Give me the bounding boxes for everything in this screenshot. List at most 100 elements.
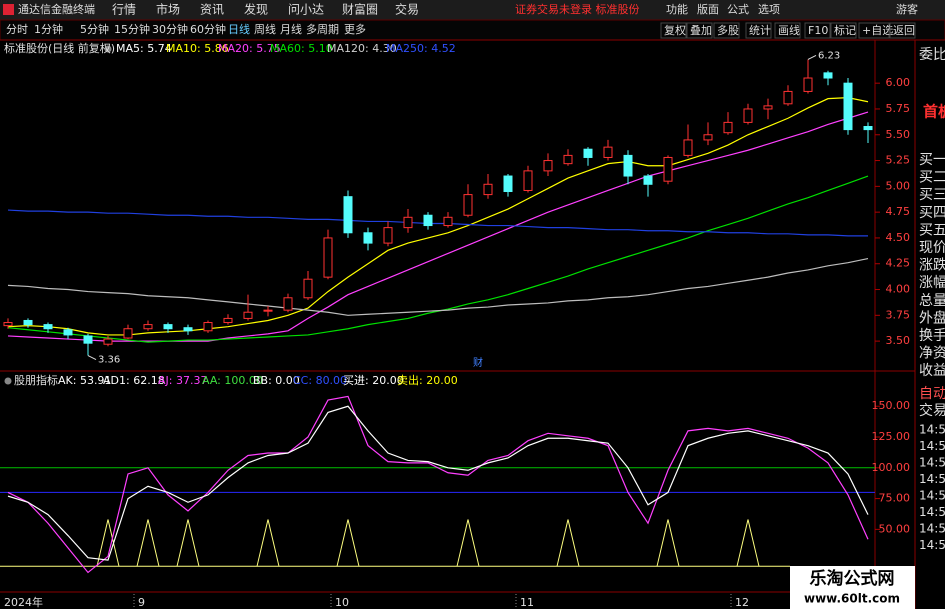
menu-item[interactable]: 资讯 (200, 3, 224, 17)
candle-body (643, 175, 653, 185)
toolbar-button[interactable]: 画线 (778, 23, 800, 37)
quote-label: 买三 (919, 187, 945, 203)
button-frame (830, 22, 857, 39)
chart-title: 股朋指标 (14, 373, 58, 387)
period-tab[interactable]: 多周期 (306, 22, 339, 36)
menu-item[interactable]: 选项 (758, 3, 780, 16)
legend-entry: 卖出: 20.00 (397, 373, 458, 387)
time-label: 14:56 (919, 505, 945, 519)
toolbar-button[interactable]: +自选 (862, 24, 893, 37)
ma-line (7, 209, 868, 237)
app-title: 通达信金融终端 (18, 2, 95, 16)
candle-body (203, 322, 213, 332)
period-tab[interactable]: 30分钟 (152, 22, 188, 36)
menu-item[interactable]: 市场 (156, 2, 180, 17)
candle-body (843, 82, 853, 131)
toolbar-button[interactable]: 多股 (717, 23, 739, 37)
time-label: 14:56 (919, 489, 945, 503)
candle-body (223, 317, 233, 324)
period-tab[interactable]: 60分钟 (190, 22, 226, 36)
menu-bar (0, 0, 945, 20)
candle-body (703, 134, 713, 141)
menu-item[interactable]: 发现 (244, 2, 268, 17)
candle-body (43, 324, 53, 330)
period-tab[interactable]: 15分钟 (114, 22, 150, 36)
candle-body (63, 329, 73, 336)
legend-entry: AA: 100.00 (202, 374, 263, 387)
buy-signal (136, 519, 160, 567)
trade-label: 自动 (919, 386, 945, 402)
quote-label: 换手 (919, 327, 945, 344)
period-tab[interactable]: 月线 (280, 22, 302, 36)
toolbar-button[interactable]: 标记 (834, 23, 856, 37)
buy-signal (176, 519, 200, 567)
buy-signal (96, 519, 120, 567)
legend-entry: MA250: 4.52 (386, 42, 456, 55)
menu-item[interactable]: 交易 (395, 2, 419, 17)
candle-body (123, 328, 133, 339)
y-tick-label: 6.00 (886, 76, 911, 89)
toolbar-button[interactable]: 统计 (749, 24, 771, 37)
period-tab[interactable]: 更多 (344, 22, 366, 36)
y-tick-label: 100.00 (872, 461, 911, 474)
candle-body (763, 105, 773, 110)
period-tab[interactable]: 周线 (254, 22, 276, 36)
menu-item[interactable]: 财富圈 (342, 2, 378, 17)
menu-item[interactable]: 问小达 (288, 3, 324, 17)
legend-entry: AJ: 37.37 (158, 374, 207, 387)
candle-body (103, 338, 113, 345)
y-tick-label: 4.50 (886, 231, 911, 244)
annotation-pointer (87, 355, 97, 361)
y-tick-label: 5.75 (886, 102, 911, 115)
annotation: 6.23 (818, 50, 840, 61)
toolbar-button[interactable]: 叠加 (690, 24, 712, 37)
period-tab[interactable]: 日线 (228, 22, 250, 36)
candle-body (783, 90, 793, 105)
menu-item[interactable]: 功能 (666, 2, 688, 16)
candle-body (243, 311, 253, 319)
period-tab[interactable]: 分时 (6, 23, 28, 36)
candle-body (683, 139, 693, 156)
candle-body (23, 319, 33, 326)
y-tick-label: 5.00 (886, 179, 911, 192)
y-tick-label: 50.00 (879, 522, 911, 535)
buy-signal (456, 519, 480, 567)
user[interactable]: 游客 (896, 2, 918, 16)
candle-body (743, 108, 753, 123)
watermark-box (790, 566, 915, 609)
toolbar-button[interactable]: 返回 (893, 24, 915, 37)
button-frame (686, 22, 713, 39)
button-frame (660, 22, 687, 39)
toolbar-button[interactable]: F10 (808, 24, 828, 37)
side-header: 委比 (919, 47, 945, 63)
time-label: 14:56 (919, 472, 945, 486)
candle-body (523, 170, 533, 191)
y-tick-label: 150.00 (872, 399, 911, 412)
candle-body (163, 324, 173, 330)
candle-body (603, 146, 613, 158)
quote-label: 收益 (919, 363, 945, 379)
buy-signal (736, 519, 760, 567)
period-tab[interactable]: 1分钟 (34, 22, 63, 36)
menu-item[interactable]: 版面 (697, 2, 719, 16)
candle-body (383, 227, 393, 244)
annotation: 3.36 (98, 355, 120, 366)
legend-entry: MA5: 5.74 (116, 42, 172, 55)
legend-entry: MA60: 5.10 (270, 42, 333, 55)
y-tick-label: 4.75 (886, 205, 911, 218)
buy-signal (336, 519, 360, 567)
indicator-line (7, 405, 869, 561)
quote-label: 涨跌 (919, 258, 945, 274)
x-axis-label: 9 (138, 596, 145, 609)
toolbar-button[interactable]: 复权 (664, 23, 686, 37)
x-axis-label: 2024年 (4, 595, 43, 609)
quote-label: 买一 (919, 152, 945, 168)
button-frame (858, 22, 890, 39)
menu-item[interactable]: 行情 (112, 3, 136, 17)
menu-item[interactable]: 公式 (727, 3, 749, 16)
candle-body (143, 324, 153, 330)
x-axis-label: 10 (335, 596, 349, 609)
button-frame (713, 22, 740, 39)
candle-body (863, 126, 873, 131)
period-tab[interactable]: 5分钟 (80, 22, 109, 36)
